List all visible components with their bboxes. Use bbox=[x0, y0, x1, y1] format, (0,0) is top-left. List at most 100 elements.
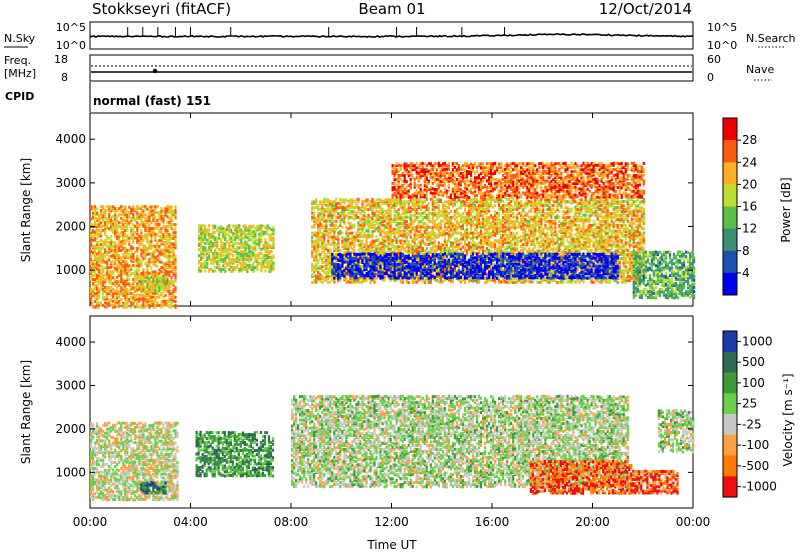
scatter-cell bbox=[138, 225, 141, 229]
scatter-cell bbox=[411, 207, 414, 211]
scatter-cell bbox=[144, 217, 147, 221]
scatter-cell bbox=[228, 234, 231, 238]
scatter-cell bbox=[359, 251, 362, 255]
scatter-cell bbox=[120, 244, 123, 248]
scatter-cell bbox=[96, 273, 99, 277]
scatter-cell bbox=[311, 273, 314, 277]
scatter-cell bbox=[246, 254, 249, 258]
scatter-cell bbox=[124, 288, 127, 291]
scatter-cell bbox=[407, 215, 410, 219]
scatter-cell bbox=[172, 237, 175, 240]
scatter-cell bbox=[365, 233, 368, 237]
scatter-cell bbox=[170, 205, 173, 209]
scatter-cell bbox=[144, 287, 147, 291]
scatter-cell bbox=[337, 239, 340, 243]
scatter-cell bbox=[510, 231, 513, 235]
scatter-cell bbox=[220, 225, 223, 228]
scatter-cell bbox=[475, 197, 479, 201]
scatter-cell bbox=[148, 296, 151, 299]
scatter-cell bbox=[488, 278, 491, 282]
scatter-cell bbox=[118, 280, 121, 284]
scatter-cell bbox=[407, 250, 410, 254]
scatter-cell bbox=[124, 232, 127, 236]
scatter-cell bbox=[373, 202, 376, 206]
scatter-cell bbox=[120, 274, 123, 278]
scatter-cell bbox=[98, 264, 101, 268]
scatter-cell bbox=[449, 198, 452, 202]
scatter-cell bbox=[516, 217, 519, 221]
scatter-cell bbox=[349, 209, 352, 213]
scatter-cell bbox=[329, 204, 332, 208]
scatter-cell bbox=[130, 301, 133, 305]
scatter-cell bbox=[486, 221, 489, 225]
scatter-cell bbox=[142, 304, 145, 307]
scatter-cell bbox=[431, 220, 434, 223]
scatter-cell bbox=[427, 212, 430, 216]
scatter-cell bbox=[170, 246, 173, 250]
scatter-cell bbox=[510, 249, 513, 253]
scatter-cell bbox=[264, 257, 267, 261]
scatter-cell bbox=[441, 202, 444, 206]
scatter-cell bbox=[124, 219, 127, 223]
scatter-cell bbox=[152, 227, 155, 230]
scatter-cell bbox=[116, 229, 119, 233]
scatter-cell bbox=[224, 232, 227, 236]
scatter-cell bbox=[371, 239, 374, 243]
cpid-label: CPID bbox=[5, 90, 34, 103]
scatter-cell bbox=[327, 219, 330, 223]
scatter-cell bbox=[315, 202, 318, 206]
scatter-cell bbox=[347, 204, 350, 208]
scatter-cell bbox=[212, 230, 215, 234]
scatter-cell bbox=[329, 266, 332, 270]
scatter-cell bbox=[122, 271, 125, 275]
scatter-cell bbox=[461, 277, 465, 280]
scatter-cell bbox=[114, 246, 117, 250]
scatter-cell bbox=[234, 228, 237, 232]
scatter-cell bbox=[128, 213, 131, 217]
scatter-cell bbox=[164, 211, 167, 215]
scatter-cell bbox=[425, 247, 428, 251]
scatter-cell bbox=[152, 270, 155, 274]
scatter-cell bbox=[96, 279, 99, 283]
scatter-cell bbox=[120, 297, 123, 301]
scatter-cell bbox=[327, 261, 330, 265]
scatter-cell bbox=[174, 286, 177, 290]
scatter-cell bbox=[383, 247, 386, 251]
scatter-cell bbox=[471, 278, 475, 282]
scatter-cell bbox=[429, 235, 432, 239]
scatter-cell bbox=[260, 228, 263, 232]
scatter-cell bbox=[94, 223, 97, 226]
scatter-cell bbox=[164, 299, 167, 303]
scatter-cell bbox=[90, 205, 93, 209]
scatter-cell bbox=[124, 266, 127, 270]
scatter-cell bbox=[377, 237, 380, 241]
scatter-cell bbox=[166, 274, 169, 278]
scatter-cell bbox=[325, 275, 328, 279]
scatter-cell bbox=[170, 280, 173, 284]
scatter-cell bbox=[377, 225, 380, 229]
scatter-cell bbox=[272, 256, 275, 260]
scatter-cell bbox=[341, 218, 344, 222]
scatter-cell bbox=[325, 203, 328, 207]
scatter-cell bbox=[206, 242, 209, 245]
scatter-cell bbox=[174, 217, 177, 221]
scatter-cell bbox=[355, 278, 358, 282]
scatter-cell bbox=[365, 207, 368, 211]
scatter-cell bbox=[520, 200, 523, 203]
scatter-cell bbox=[381, 207, 384, 211]
scatter-cell bbox=[110, 215, 113, 219]
scatter-cell bbox=[429, 247, 432, 251]
scatter-cell bbox=[244, 254, 247, 258]
scatter-cell bbox=[120, 276, 123, 280]
scatter-cell bbox=[246, 226, 249, 230]
scatter-cell bbox=[367, 221, 370, 225]
scatter-cell bbox=[325, 278, 328, 282]
scatter-cell bbox=[266, 262, 269, 266]
scatter-cell bbox=[124, 205, 127, 209]
scatter-cell bbox=[387, 203, 390, 207]
scatter-cell bbox=[138, 217, 141, 220]
scatter-cell bbox=[361, 217, 364, 221]
scatter-cell bbox=[451, 204, 454, 208]
scatter-cell bbox=[357, 229, 360, 233]
scatter-cell bbox=[154, 270, 157, 274]
